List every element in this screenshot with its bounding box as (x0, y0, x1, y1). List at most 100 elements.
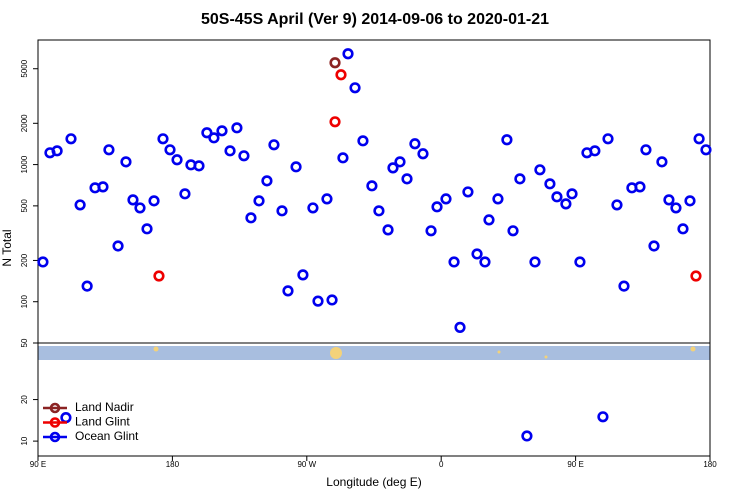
point (366, 180, 378, 192)
point (81, 280, 93, 292)
point (417, 148, 429, 160)
point (329, 116, 341, 128)
point (164, 144, 176, 156)
y-tick-label: 5000 (20, 59, 29, 77)
point (103, 144, 115, 156)
legend-marker (49, 417, 61, 428)
land-marker (544, 355, 548, 359)
point (179, 188, 191, 200)
x-tick-label: 90 E (30, 460, 46, 469)
legend-label: Land Nadir (75, 400, 134, 414)
y-tick-label: 50 (20, 338, 29, 347)
point (253, 195, 265, 207)
point (501, 134, 513, 146)
point (171, 154, 183, 166)
land-marker (330, 347, 342, 359)
point (321, 193, 333, 205)
point (551, 191, 563, 203)
point (483, 214, 495, 226)
point (507, 225, 519, 237)
y-tick-label: 1000 (20, 155, 29, 173)
point (656, 156, 668, 168)
point (245, 212, 257, 224)
point (440, 193, 452, 205)
x-tick-label: 90 E (567, 460, 583, 469)
point (471, 248, 483, 260)
point (238, 150, 250, 162)
point (589, 145, 601, 157)
legend-marker (49, 431, 61, 443)
point (560, 198, 572, 210)
x-tick-label: 90 W (297, 460, 316, 469)
point (231, 122, 243, 134)
point (329, 57, 341, 69)
x-axis-label: Longitude (deg E) (326, 475, 421, 489)
x-tick-label: 180 (166, 460, 180, 469)
y-tick-label: 500 (20, 199, 29, 213)
point (663, 194, 675, 206)
point (387, 162, 399, 174)
point (544, 178, 556, 190)
point (153, 270, 165, 282)
point (268, 139, 280, 151)
land-band (38, 346, 710, 360)
point (670, 202, 682, 214)
point (514, 173, 526, 185)
point (141, 223, 153, 235)
point (373, 205, 385, 217)
land-marker (497, 350, 501, 354)
point (566, 188, 578, 200)
point (37, 256, 49, 268)
legend-label: Land Glint (75, 415, 130, 429)
land-marker (153, 346, 159, 352)
point (492, 193, 504, 205)
point (307, 202, 319, 214)
point (700, 144, 712, 156)
point (337, 152, 349, 164)
point (640, 144, 652, 156)
chart-title: 50S-45S April (Ver 9) 2014-09-06 to 2020… (201, 11, 549, 28)
x-tick-label: 0 (439, 460, 444, 469)
point (74, 199, 86, 211)
point (574, 256, 586, 268)
point (602, 133, 614, 145)
point (529, 256, 541, 268)
point (201, 127, 213, 139)
point (425, 225, 437, 237)
point (648, 240, 660, 252)
point (448, 256, 460, 268)
point (611, 199, 623, 211)
plot-frame (37, 39, 711, 457)
point (261, 175, 273, 187)
point (634, 181, 646, 193)
point (276, 205, 288, 217)
point (224, 145, 236, 157)
point (534, 164, 546, 176)
land-marker (690, 346, 696, 352)
point (312, 295, 324, 307)
point (282, 285, 294, 297)
point (521, 430, 533, 442)
y-axis-label: N Total (0, 229, 14, 266)
point (216, 125, 228, 137)
point (51, 145, 63, 157)
point (382, 224, 394, 236)
legend-label: Ocean Glint (75, 429, 139, 443)
point (454, 321, 466, 333)
point (401, 173, 413, 185)
point (597, 411, 609, 423)
land-markers (153, 346, 696, 359)
point (693, 133, 705, 145)
point (335, 69, 347, 81)
point (349, 82, 361, 94)
point (394, 156, 406, 168)
point (290, 161, 302, 173)
point (134, 202, 146, 214)
y-tick-label: 200 (20, 253, 29, 267)
point (127, 194, 139, 206)
point (157, 133, 169, 145)
point (193, 160, 205, 172)
point (208, 132, 220, 144)
